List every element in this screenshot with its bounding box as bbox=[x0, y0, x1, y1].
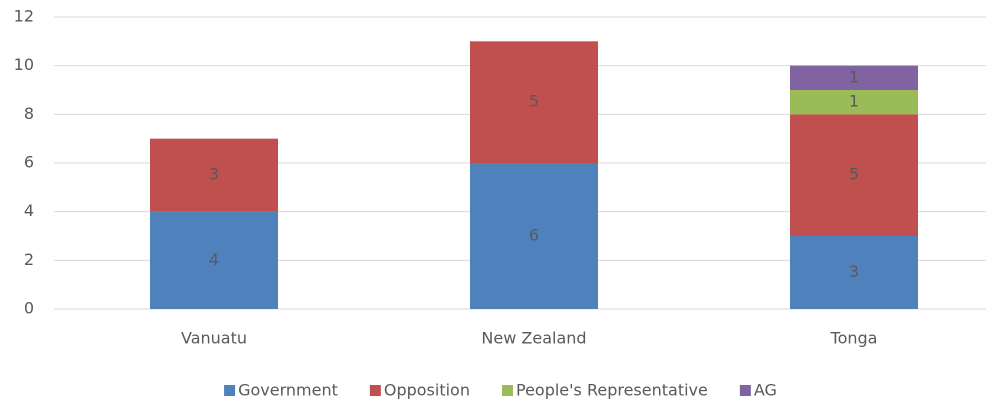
bar-segment bbox=[790, 114, 918, 236]
legend-label: People's Representative bbox=[516, 381, 708, 400]
legend-swatch bbox=[501, 385, 513, 396]
legend-swatch bbox=[739, 385, 751, 396]
bar-segment bbox=[790, 90, 918, 115]
legend-label: Government bbox=[238, 381, 338, 400]
y-tick-label: 2 bbox=[24, 250, 34, 269]
bar-segment bbox=[470, 41, 598, 164]
y-tick-label: 8 bbox=[24, 104, 34, 123]
legend-swatch bbox=[369, 385, 381, 396]
y-tick-label: 6 bbox=[24, 153, 34, 172]
data-label: 6 bbox=[529, 226, 539, 245]
data-label: 3 bbox=[209, 165, 219, 184]
legend-swatch bbox=[224, 385, 236, 396]
data-label: 3 bbox=[849, 262, 859, 281]
y-tick-label: 0 bbox=[24, 299, 34, 318]
bar-segment bbox=[150, 211, 278, 309]
data-label: 4 bbox=[209, 250, 219, 269]
x-tick-label: Tonga bbox=[830, 329, 878, 348]
legend: Government Opposition People's Representat… bbox=[224, 381, 777, 400]
y-tick-label: 4 bbox=[24, 201, 34, 220]
legend-label: AG bbox=[754, 381, 777, 400]
data-label: 1 bbox=[849, 67, 859, 86]
bar-segment bbox=[470, 163, 598, 309]
x-tick-label: Vanuatu bbox=[181, 329, 247, 348]
bar-segment bbox=[790, 236, 918, 309]
bar-segment bbox=[150, 138, 278, 212]
y-tick-label: 12 bbox=[14, 7, 34, 26]
data-label: 1 bbox=[849, 92, 859, 111]
data-label: 5 bbox=[849, 165, 859, 184]
legend-label: Opposition bbox=[384, 381, 470, 400]
bar-segment bbox=[790, 65, 918, 90]
x-tick-label: New Zealand bbox=[481, 329, 586, 348]
data-label: 5 bbox=[529, 92, 539, 111]
y-tick-label: 10 bbox=[14, 55, 34, 74]
